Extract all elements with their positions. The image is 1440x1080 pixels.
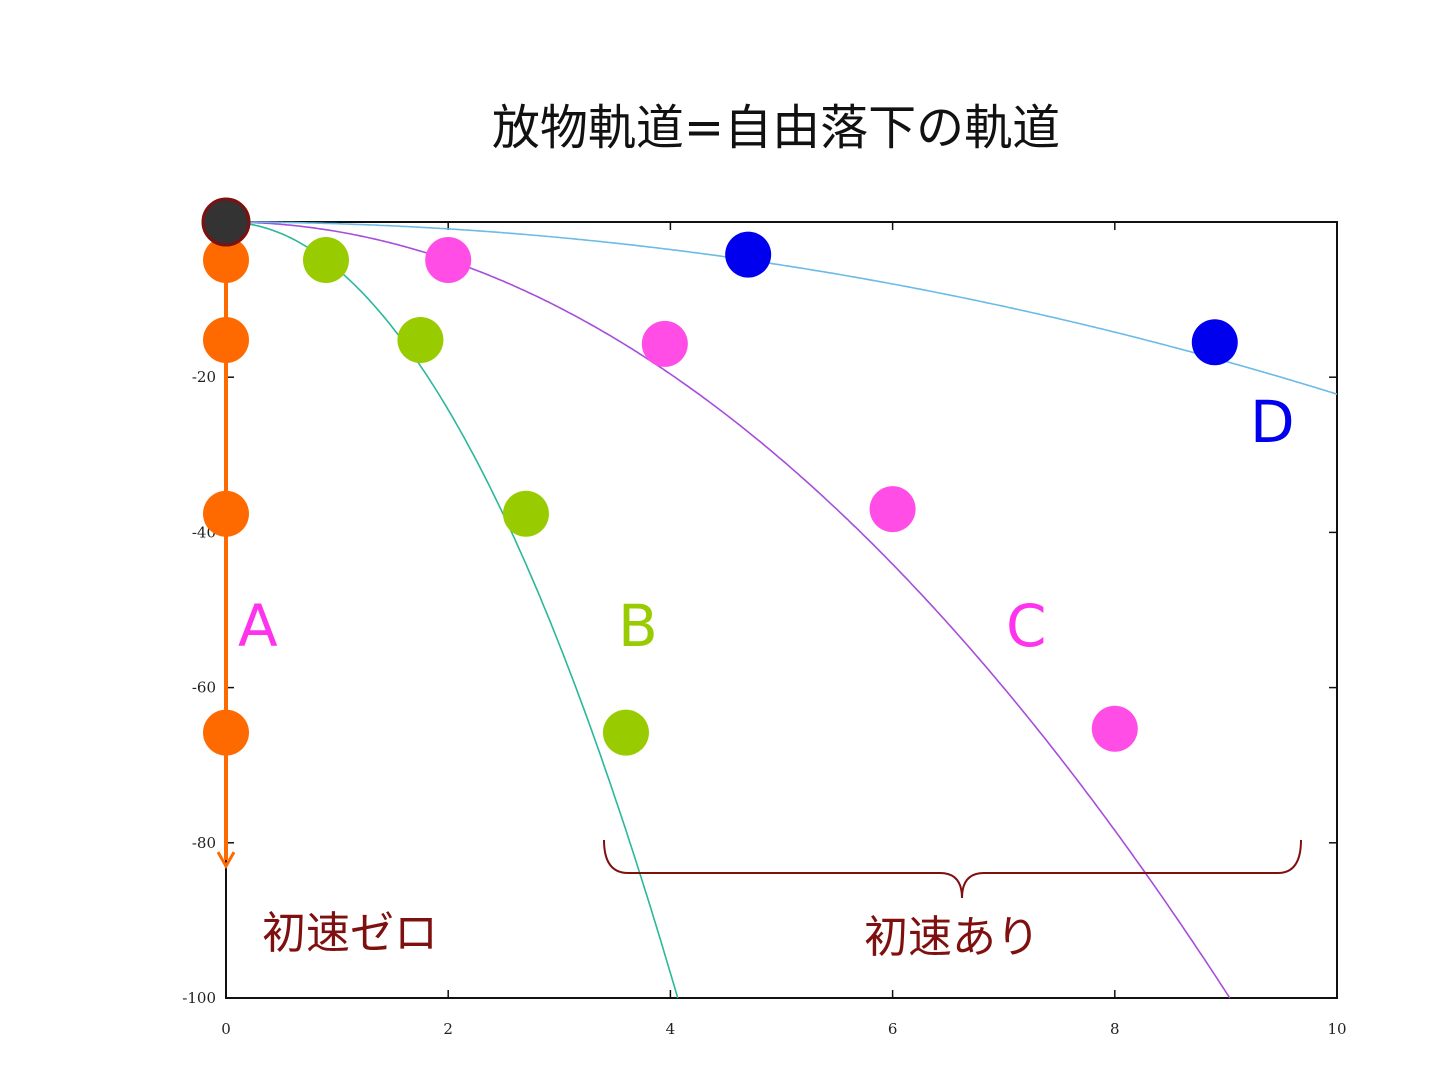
trajectory-curves [226, 221, 1338, 999]
marker-b [502, 490, 549, 537]
marker-d [1191, 319, 1238, 366]
trajectory-curve-c [226, 221, 1231, 999]
arrow-head [216, 851, 236, 870]
marker-d [725, 231, 772, 278]
marker-b [397, 316, 444, 363]
x-tick-label: 0 [221, 1020, 231, 1038]
x-tick-label: 2 [443, 1020, 453, 1038]
marker-b [302, 237, 349, 284]
series-label-d: D [1250, 388, 1295, 456]
marker-a [203, 316, 249, 363]
series-labels: A B C D 初速ゼロ 初速あり [238, 388, 1295, 963]
marker-a [203, 237, 249, 284]
series-label-b: B [618, 592, 658, 660]
y-tick-label: -100 [182, 989, 216, 1007]
page-title: 放物軌道=自由落下の軌道 [491, 100, 1061, 156]
series-label-a: A [238, 592, 278, 660]
marker-c [641, 320, 688, 367]
marker-b [602, 709, 649, 756]
brace-shape [603, 839, 1302, 899]
x-tick-label: 6 [888, 1020, 898, 1038]
position-markers [201, 197, 1238, 756]
trajectory-curve-b [226, 221, 679, 999]
y-tick-label: -80 [192, 834, 216, 852]
annotation-with-velocity: 初速あり [864, 912, 1040, 963]
marker-a [203, 490, 249, 537]
y-tick-label: -60 [192, 679, 216, 697]
marker-c [1091, 705, 1138, 752]
brace [603, 839, 1302, 899]
plot-frame [225, 221, 1338, 999]
marker-c [425, 237, 472, 284]
trajectory-curve-d [226, 221, 1338, 395]
x-tick-label: 8 [1110, 1020, 1120, 1038]
marker-c [869, 486, 916, 533]
x-tick-label: 10 [1327, 1020, 1346, 1038]
annotation-zero-velocity: 初速ゼロ [262, 908, 438, 959]
series-label-c: C [1006, 592, 1047, 660]
x-tick-label: 4 [666, 1020, 676, 1038]
marker-a [203, 709, 249, 756]
origin-marker [201, 197, 251, 247]
y-tick-label: -20 [192, 368, 216, 386]
